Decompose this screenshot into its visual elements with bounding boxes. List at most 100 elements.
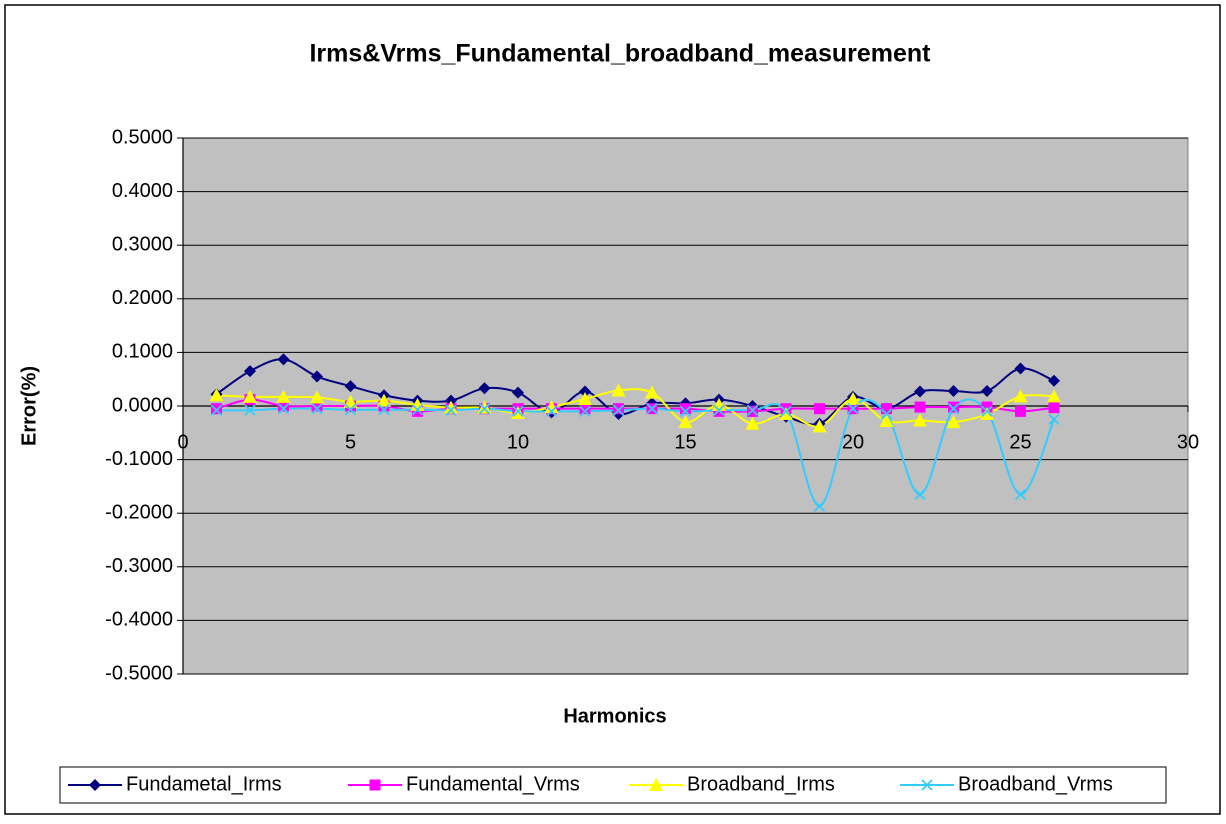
marker <box>1047 389 1061 403</box>
marker <box>512 405 524 417</box>
marker <box>311 400 323 412</box>
y-tick-label: 0.0000 <box>112 394 173 416</box>
marker <box>646 403 658 415</box>
chart-title: Irms&Vrms_Fundamental_broadband_measurem… <box>309 40 931 68</box>
marker <box>377 393 391 407</box>
series-line <box>216 398 1055 508</box>
marker <box>613 403 624 415</box>
marker <box>913 413 927 427</box>
marker <box>411 404 424 416</box>
x-tick-label: 30 <box>1177 431 1199 453</box>
marker <box>1048 402 1060 414</box>
marker <box>579 385 591 398</box>
marker <box>378 404 390 416</box>
marker <box>921 779 933 791</box>
marker <box>813 500 826 512</box>
legend-box <box>59 766 1167 804</box>
marker <box>311 403 323 415</box>
marker <box>649 778 663 791</box>
marker <box>243 389 257 403</box>
marker <box>578 392 592 406</box>
y-tick-label: -0.4000 <box>105 609 173 631</box>
marker <box>846 392 860 406</box>
marker <box>244 404 256 416</box>
x-tick-label: 15 <box>674 431 696 453</box>
x-tick-label: 5 <box>345 431 356 453</box>
marker <box>1048 374 1060 387</box>
legend-label: Fundamental_Vrms <box>406 773 580 795</box>
marker <box>410 397 425 411</box>
marker <box>980 407 994 421</box>
marker <box>311 370 323 383</box>
marker <box>881 403 892 415</box>
marker <box>544 400 559 414</box>
marker <box>981 405 993 417</box>
y-tick-label: 0.3000 <box>112 233 173 255</box>
marker <box>445 404 457 416</box>
marker <box>369 779 381 791</box>
marker <box>344 404 357 416</box>
marker <box>444 400 458 414</box>
marker <box>512 386 524 399</box>
legend-label: Broadband_Vrms <box>958 773 1113 795</box>
marker <box>210 404 223 416</box>
y-tick-label: -0.2000 <box>105 501 173 523</box>
x-tick-label: 20 <box>842 431 864 453</box>
marker <box>713 404 725 416</box>
legend-label: Fundametal_Irms <box>126 773 282 795</box>
marker <box>412 405 423 417</box>
y-tick-label: 0.1000 <box>112 341 173 363</box>
marker <box>678 415 693 429</box>
marker <box>946 415 961 429</box>
marker <box>545 405 558 417</box>
x-tick-label: 25 <box>1009 431 1031 453</box>
x-tick-label: 10 <box>507 431 529 453</box>
marker <box>579 405 591 417</box>
marker <box>1048 413 1060 426</box>
marker <box>812 419 827 433</box>
marker <box>344 380 357 393</box>
y-tick-label: -0.1000 <box>105 448 173 470</box>
marker <box>746 404 759 416</box>
x-tick-label: 0 <box>177 431 188 453</box>
marker <box>343 394 358 408</box>
legend-item: Broadband_Vrms <box>900 773 1113 795</box>
marker <box>1014 488 1027 501</box>
y-tick-label: 0.2000 <box>112 287 173 309</box>
marker <box>779 407 793 421</box>
x-axis-title: Harmonics <box>563 705 666 727</box>
marker <box>89 779 101 791</box>
marker <box>612 404 625 416</box>
marker <box>879 414 894 428</box>
legend-label: Broadband_Irms <box>687 773 835 795</box>
marker <box>1013 389 1028 403</box>
marker <box>611 383 626 397</box>
marker <box>478 382 491 395</box>
y-tick-label: 0.4000 <box>112 180 173 202</box>
marker <box>948 401 959 413</box>
marker <box>478 403 491 415</box>
legend-item: Fundamental_Vrms <box>348 773 580 795</box>
marker <box>1014 362 1027 375</box>
marker <box>211 403 222 415</box>
marker <box>981 384 993 397</box>
marker <box>880 408 893 420</box>
marker <box>914 401 926 413</box>
marker <box>780 405 792 417</box>
y-tick-label: -0.5000 <box>105 662 173 684</box>
marker <box>477 400 492 414</box>
marker <box>679 405 692 417</box>
y-tick-label: -0.3000 <box>105 555 173 577</box>
marker <box>244 365 256 378</box>
legend-item: Broadband_Irms <box>629 773 835 795</box>
marker <box>277 353 290 366</box>
marker <box>914 488 926 501</box>
marker <box>847 403 859 415</box>
marker <box>745 416 760 430</box>
marker <box>310 390 324 404</box>
marker <box>947 384 960 397</box>
marker <box>947 403 960 415</box>
y-axis-title: Error(%) <box>18 366 40 446</box>
